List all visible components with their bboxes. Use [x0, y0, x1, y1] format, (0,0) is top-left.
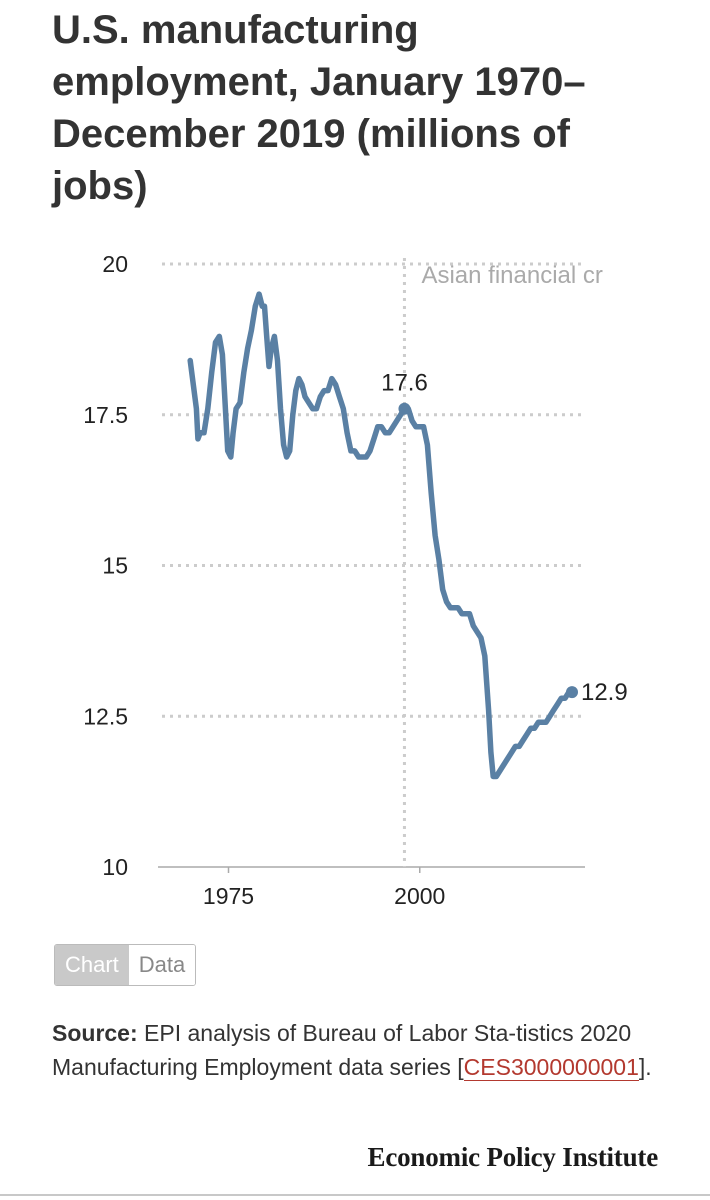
y-tick-label: 15 — [102, 553, 128, 579]
y-tick-label: 20 — [102, 251, 128, 277]
source-suffix: ]. — [638, 1054, 652, 1080]
x-tick-label: 1975 — [203, 883, 254, 909]
data-view-button[interactable]: Data — [128, 945, 196, 985]
y-tick-label: 10 — [102, 854, 128, 880]
chart-view-button[interactable]: Chart — [55, 945, 129, 985]
gridlines — [162, 262, 585, 718]
source-series-link[interactable]: CES3000000001 — [463, 1054, 639, 1081]
chart-title: U.S. manufacturing employment, January 1… — [52, 8, 586, 208]
series-layer — [187, 291, 575, 780]
data-label: 12.9 — [581, 679, 628, 706]
bottom-divider — [0, 1194, 710, 1196]
brand-logo: Economic Policy Institute — [367, 1142, 659, 1172]
axes: 10 12.5 15 17.5 20 1975 2000 — [83, 251, 585, 909]
annotation-label: Asian financial cr — [421, 262, 602, 289]
x-tick-label: 2000 — [394, 883, 445, 909]
data-point-marker — [398, 402, 411, 415]
y-tick-label: 17.5 — [83, 402, 128, 428]
source-text: EPI analysis of Bureau of Labor Sta-tist… — [52, 1020, 632, 1080]
data-label: 17.6 — [381, 370, 428, 397]
view-toggle: Chart Data — [54, 944, 197, 986]
source-note: Source: EPI analysis of Bureau of Labor … — [52, 1016, 652, 1084]
data-labels: 17.6 12.9 — [381, 370, 628, 706]
y-tick-label: 12.5 — [83, 703, 128, 729]
data-point-marker — [565, 686, 578, 699]
series-line — [187, 291, 575, 780]
annotation: Asian financial cr — [402, 258, 603, 867]
line-chart: 10 12.5 15 17.5 20 1975 2000 Asian financial c… — [83, 251, 628, 909]
source-label: Source: — [52, 1020, 138, 1046]
